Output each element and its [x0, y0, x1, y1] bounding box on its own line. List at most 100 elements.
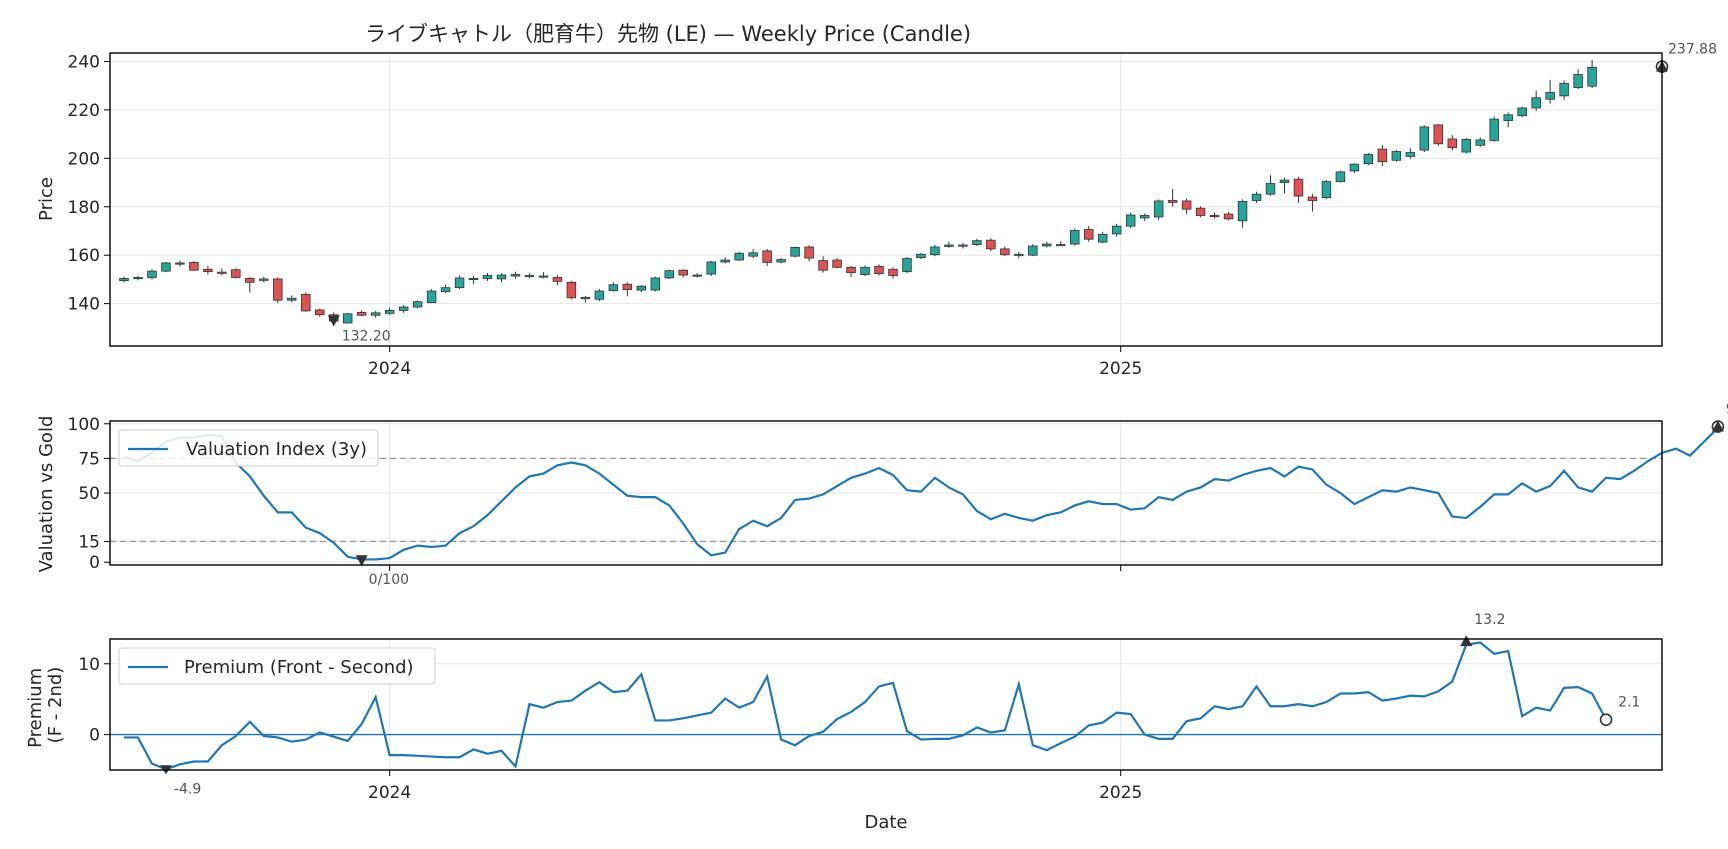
- valuation-last-marker: [1711, 420, 1725, 433]
- valuation-axis-label: Valuation vs Gold: [36, 416, 57, 573]
- candle-up: [664, 270, 675, 279]
- price-axis-label: Price: [36, 177, 57, 221]
- candle-up: [496, 274, 507, 280]
- valuation-x-ticks: [389, 565, 1122, 571]
- price-min-marker: [327, 315, 340, 327]
- candle-down: [678, 269, 688, 276]
- candle-up: [916, 253, 926, 259]
- valuation-max-label: 98/100: [1726, 402, 1728, 418]
- valuation-max-marker: [1711, 420, 1724, 432]
- candle-up: [1517, 107, 1527, 117]
- candle-up: [133, 277, 143, 280]
- candle-down: [566, 281, 577, 299]
- candle-up: [1391, 151, 1402, 161]
- premium-ytick-label: 10: [78, 655, 100, 675]
- candle-down: [314, 309, 325, 316]
- candle-down: [622, 283, 633, 290]
- candle-up: [1503, 114, 1513, 121]
- premium-legend-label: Premium (Front - Second): [184, 657, 414, 678]
- candle-up: [1419, 126, 1430, 151]
- candle-up: [860, 266, 870, 275]
- valuation-legend: Valuation Index (3y): [118, 429, 379, 467]
- candle-down: [1293, 178, 1304, 197]
- candle-up: [944, 244, 954, 247]
- candle-up: [1531, 97, 1541, 109]
- premium-y-ticks: 0 10: [78, 655, 110, 746]
- price-ytick-label: 240: [68, 52, 100, 72]
- candle-up: [161, 262, 171, 272]
- candle-up: [1363, 154, 1374, 165]
- candle-up: [1545, 92, 1555, 100]
- premium-line: [123, 641, 1608, 771]
- candle-up: [1028, 245, 1038, 256]
- candle-up: [287, 297, 297, 301]
- candle-up: [468, 278, 479, 281]
- candle-up: [538, 275, 549, 278]
- price-xtick-label: 2024: [368, 359, 411, 379]
- premium-last-marker: [1599, 713, 1613, 727]
- candle-up: [259, 278, 269, 281]
- valuation-min-label: 0/100: [369, 572, 409, 588]
- premium-axis-label: Premium (F - 2nd): [25, 662, 66, 748]
- candle-down: [888, 268, 898, 276]
- candle-down: [1209, 215, 1220, 218]
- candle-down: [273, 278, 283, 301]
- valuation-y-ticks: 015 50 75 100: [68, 415, 110, 573]
- candle-up: [426, 290, 437, 304]
- candle-up: [147, 270, 157, 278]
- candle-down: [1195, 207, 1206, 216]
- candle-up: [636, 285, 647, 291]
- premium-annotations: -4.9 13.2 2.1: [159, 612, 1640, 797]
- chart-title: ライブキャトル（肥育牛）先物 (LE) — Weekly Price (Cand…: [365, 22, 971, 46]
- price-ytick-label: 200: [68, 149, 100, 169]
- premium-max-marker: [1460, 635, 1473, 647]
- candle-down: [1377, 148, 1388, 163]
- candle-up: [1139, 215, 1150, 219]
- candle-up: [1321, 181, 1332, 198]
- valuation-line: [123, 427, 1719, 561]
- candle-up: [119, 278, 129, 282]
- candle-down: [217, 271, 227, 274]
- price-ytick-label: 140: [68, 295, 100, 315]
- price-max-label: 237.88: [1668, 42, 1717, 58]
- candle-up: [1265, 183, 1276, 195]
- candles-group: [119, 60, 1597, 324]
- candle-up: [692, 274, 702, 277]
- candle-up: [1097, 233, 1108, 243]
- valuation-legend-label: Valuation Index (3y): [186, 439, 367, 460]
- premium-series: [110, 641, 1662, 771]
- candle-down: [986, 239, 996, 250]
- candle-up: [1251, 193, 1262, 201]
- premium-axis-label-line2: (F - 2nd): [45, 667, 66, 744]
- candle-up: [370, 312, 381, 316]
- candle-up: [1111, 225, 1122, 235]
- candle-up: [594, 290, 605, 300]
- candle-down: [804, 246, 814, 259]
- premium-x-ticks: 2024 2025: [368, 770, 1142, 803]
- price-ytick-label: 180: [68, 198, 100, 218]
- candle-up: [1489, 118, 1499, 141]
- valuation-ytick-label: 15: [78, 532, 100, 552]
- premium-max-label: 13.2: [1474, 612, 1505, 628]
- candle-down: [1447, 138, 1458, 149]
- candle-down: [301, 294, 311, 312]
- candle-down: [175, 262, 185, 265]
- candle-up: [342, 313, 353, 324]
- date-axis-label: Date: [864, 812, 907, 833]
- premium-axis-label-line1: Premium: [25, 668, 46, 748]
- candle-up: [706, 261, 716, 275]
- candle-up: [720, 259, 730, 263]
- valuation-ytick-label: 100: [68, 415, 100, 435]
- candle-up: [608, 284, 619, 291]
- candle-down: [846, 266, 856, 274]
- candle-up: [1335, 171, 1346, 182]
- candle-up: [790, 247, 800, 257]
- candle-up: [454, 277, 465, 289]
- candle-up: [1237, 201, 1248, 222]
- candle-up: [1125, 214, 1136, 227]
- price-panel: 132.20 237.88 140 160 180 200 220 240 2024 2025…: [36, 42, 1717, 379]
- candle-up: [1349, 163, 1360, 172]
- valuation-legend-box: [118, 429, 379, 467]
- valuation-panel: 0/100 98/100 015 50 75 100 Valuation Index (…: [36, 402, 1728, 589]
